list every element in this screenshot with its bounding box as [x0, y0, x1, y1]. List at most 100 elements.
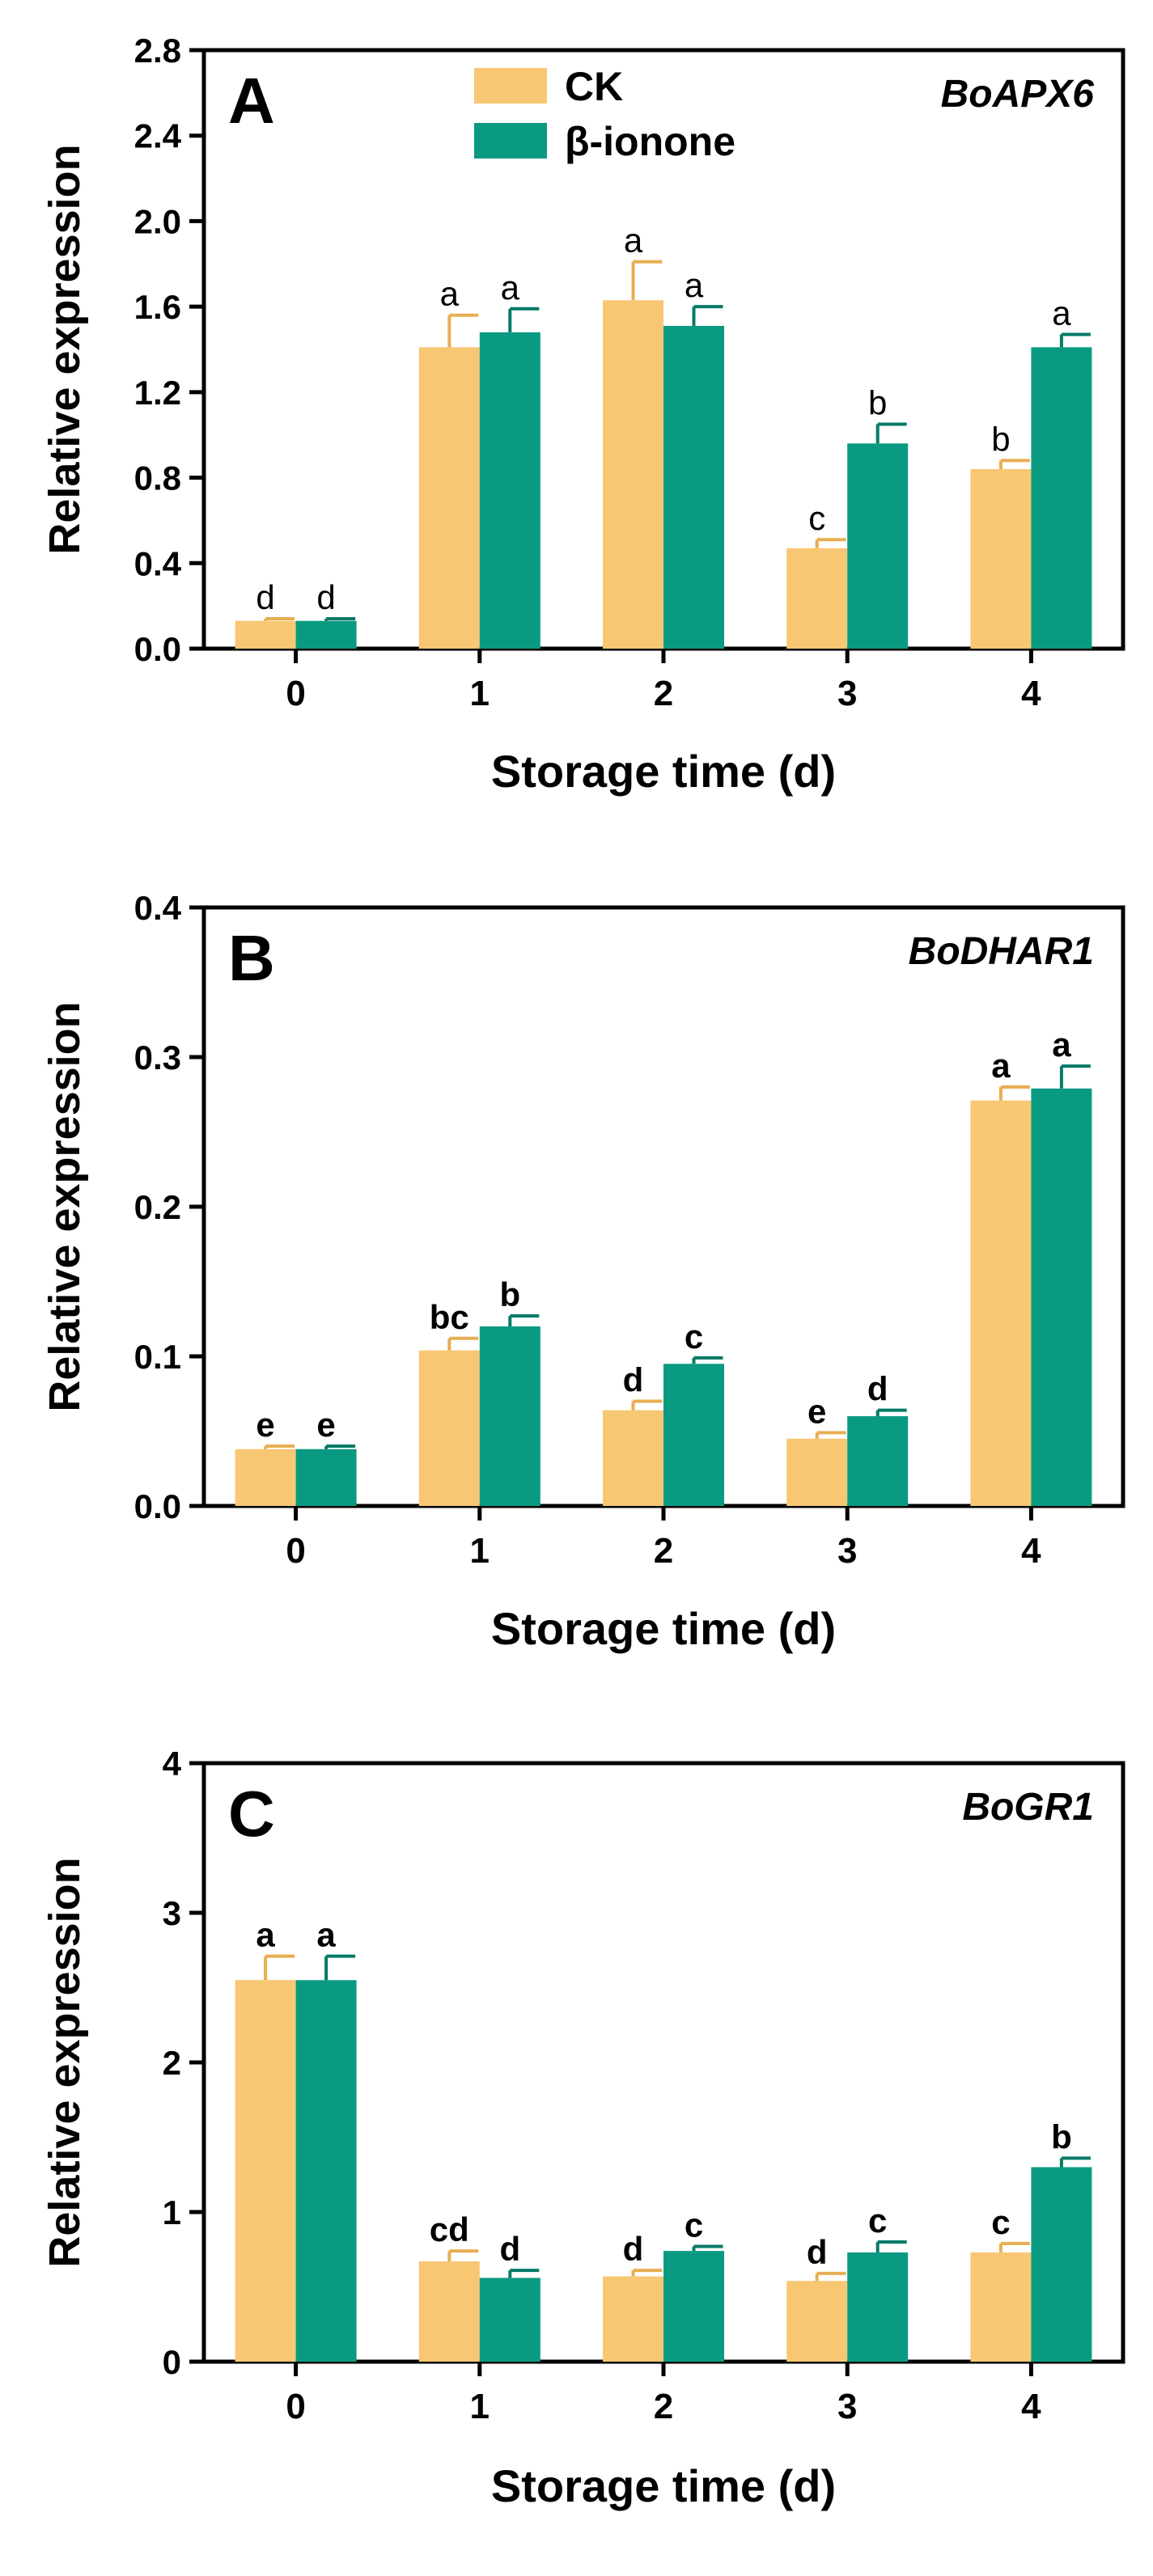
significance-letter: a: [1052, 1026, 1071, 1064]
panel-a: d d a a a a c b b a 0.0 0.4 0.8 1.2 1.6 2.0 2.4 2.8 0 1 2 3…: [40, 32, 1125, 797]
bar-ck-day-3: [786, 1438, 848, 1506]
bar-ck-day-4: [970, 469, 1032, 649]
y-tick-label: 0.4: [134, 544, 182, 582]
legend-swatch-beta-ionone: [474, 123, 547, 159]
x-axis-ticks: 0 1 2 3 4: [286, 1506, 1041, 1571]
x-tick-label: 4: [1021, 1531, 1041, 1571]
y-tick-label: 1.2: [134, 374, 181, 412]
bar-ck-day-2: [603, 300, 663, 649]
significance-letter: a: [256, 1916, 275, 1954]
panel-b: e e bcb d c e d a a 0.0 0.1 0.2 0.3 0.4 0 1 2 3 4 B BoDH…: [40, 889, 1125, 1654]
y-tick-label: 0.0: [134, 630, 181, 668]
y-tick-label: 0.8: [134, 459, 181, 497]
bar-beta-ionone-day-3: [847, 1416, 909, 1506]
significance-letter: a: [624, 222, 643, 260]
significance-letter: d: [867, 1370, 888, 1408]
y-axis-title: Relative expression: [40, 1001, 89, 1411]
bar-group: e e bcb d c e d a a: [235, 1026, 1092, 1506]
significance-letter: a: [440, 275, 460, 313]
significance-letter: a: [501, 269, 520, 307]
bar-ck-day-3: [786, 2281, 848, 2362]
x-tick-label: 1: [470, 2387, 490, 2426]
bar-beta-ionone-day-1: [479, 332, 540, 649]
significance-letter: d: [316, 578, 335, 616]
bar-beta-ionone-day-2: [663, 2251, 724, 2362]
gene-label: BoAPX6: [941, 73, 1095, 116]
x-tick-label: 0: [286, 2387, 305, 2426]
significance-letter: b: [991, 420, 1010, 458]
significance-letter: e: [316, 1406, 335, 1444]
x-tick-label: 2: [654, 674, 673, 713]
x-tick-label: 3: [837, 674, 857, 713]
bar-ck-day-0: [235, 1980, 296, 2362]
significance-letter: a: [316, 1916, 336, 1954]
bar-beta-ionone-day-0: [295, 620, 357, 649]
bar-beta-ionone-day-3: [847, 2252, 909, 2362]
y-tick-label: 0: [163, 2343, 181, 2381]
significance-letter: c: [868, 2202, 887, 2240]
significance-letter: d: [499, 2230, 520, 2268]
bar-ck-day-2: [603, 2276, 663, 2362]
bar-ck-day-3: [786, 548, 848, 649]
bar-ck-day-1: [418, 347, 480, 649]
x-axis-ticks: 0 1 2 3 4: [286, 649, 1041, 713]
x-tick-label: 3: [837, 2387, 857, 2426]
y-tick-label: 0.1: [134, 1338, 181, 1376]
bar-beta-ionone-day-2: [663, 325, 724, 649]
y-axis-title: Relative expression: [40, 144, 89, 554]
bar-ck-day-2: [603, 1410, 663, 1506]
bar-ck-day-1: [418, 2261, 480, 2362]
bar-beta-ionone-day-4: [1031, 1088, 1092, 1506]
significance-letter: c: [991, 2203, 1010, 2241]
bar-ck-day-0: [235, 620, 296, 649]
legend-label-ck: CK: [565, 64, 623, 109]
bar-group: d d a a a a c b b a: [235, 222, 1092, 649]
significance-letter: b: [499, 1275, 520, 1313]
x-tick-label: 4: [1021, 2387, 1041, 2426]
legend: CK β-ionone: [474, 64, 735, 164]
y-tick-label: 0.4: [134, 889, 182, 927]
x-tick-label: 0: [286, 674, 305, 713]
bar-ck-day-1: [418, 1350, 480, 1506]
y-tick-label: 0.0: [134, 1487, 181, 1525]
y-tick-label: 0.2: [134, 1188, 181, 1226]
bar-beta-ionone-day-3: [847, 443, 909, 649]
significance-letter: b: [1051, 2117, 1072, 2155]
bar-beta-ionone-day-1: [479, 1326, 540, 1506]
x-axis-title: Storage time (d): [491, 746, 836, 797]
y-tick-label: 2: [163, 2044, 181, 2082]
y-tick-label: 1: [163, 2193, 181, 2231]
legend-item-beta-ionone[interactable]: β-ionone: [474, 119, 735, 164]
legend-item-ck[interactable]: CK: [474, 64, 623, 109]
y-tick-label: 0.3: [134, 1038, 181, 1077]
bar-beta-ionone-day-2: [663, 1364, 724, 1506]
significance-letter: a: [685, 266, 704, 304]
x-axis-ticks: 0 1 2 3 4: [286, 2362, 1041, 2426]
x-tick-label: 3: [837, 1531, 857, 1571]
y-tick-label: 2.8: [134, 32, 181, 70]
x-tick-label: 2: [654, 2387, 673, 2426]
x-tick-label: 4: [1021, 674, 1041, 713]
bar-beta-ionone-day-4: [1031, 347, 1092, 649]
panel-label: C: [228, 1778, 275, 1850]
significance-letter: d: [256, 578, 274, 616]
significance-letter: bc: [430, 1298, 469, 1336]
bar-ck-day-4: [970, 2252, 1032, 2362]
significance-letter: d: [623, 1361, 644, 1399]
significance-letter: d: [623, 2230, 644, 2268]
bar-beta-ionone-day-1: [479, 2278, 540, 2362]
significance-letter: e: [808, 1392, 826, 1430]
x-tick-label: 1: [470, 674, 490, 713]
y-axis-ticks: 0.0 0.4 0.8 1.2 1.6 2.0 2.4 2.8: [134, 32, 204, 668]
significance-letter: c: [685, 2206, 703, 2244]
x-tick-label: 2: [654, 1531, 673, 1571]
significance-letter: d: [807, 2233, 828, 2271]
y-tick-label: 2.0: [134, 202, 181, 240]
bar-beta-ionone-day-0: [295, 1980, 357, 2362]
legend-swatch-ck: [474, 68, 547, 104]
y-axis-title: Relative expression: [40, 1857, 89, 2267]
x-axis-title: Storage time (d): [491, 2460, 836, 2511]
